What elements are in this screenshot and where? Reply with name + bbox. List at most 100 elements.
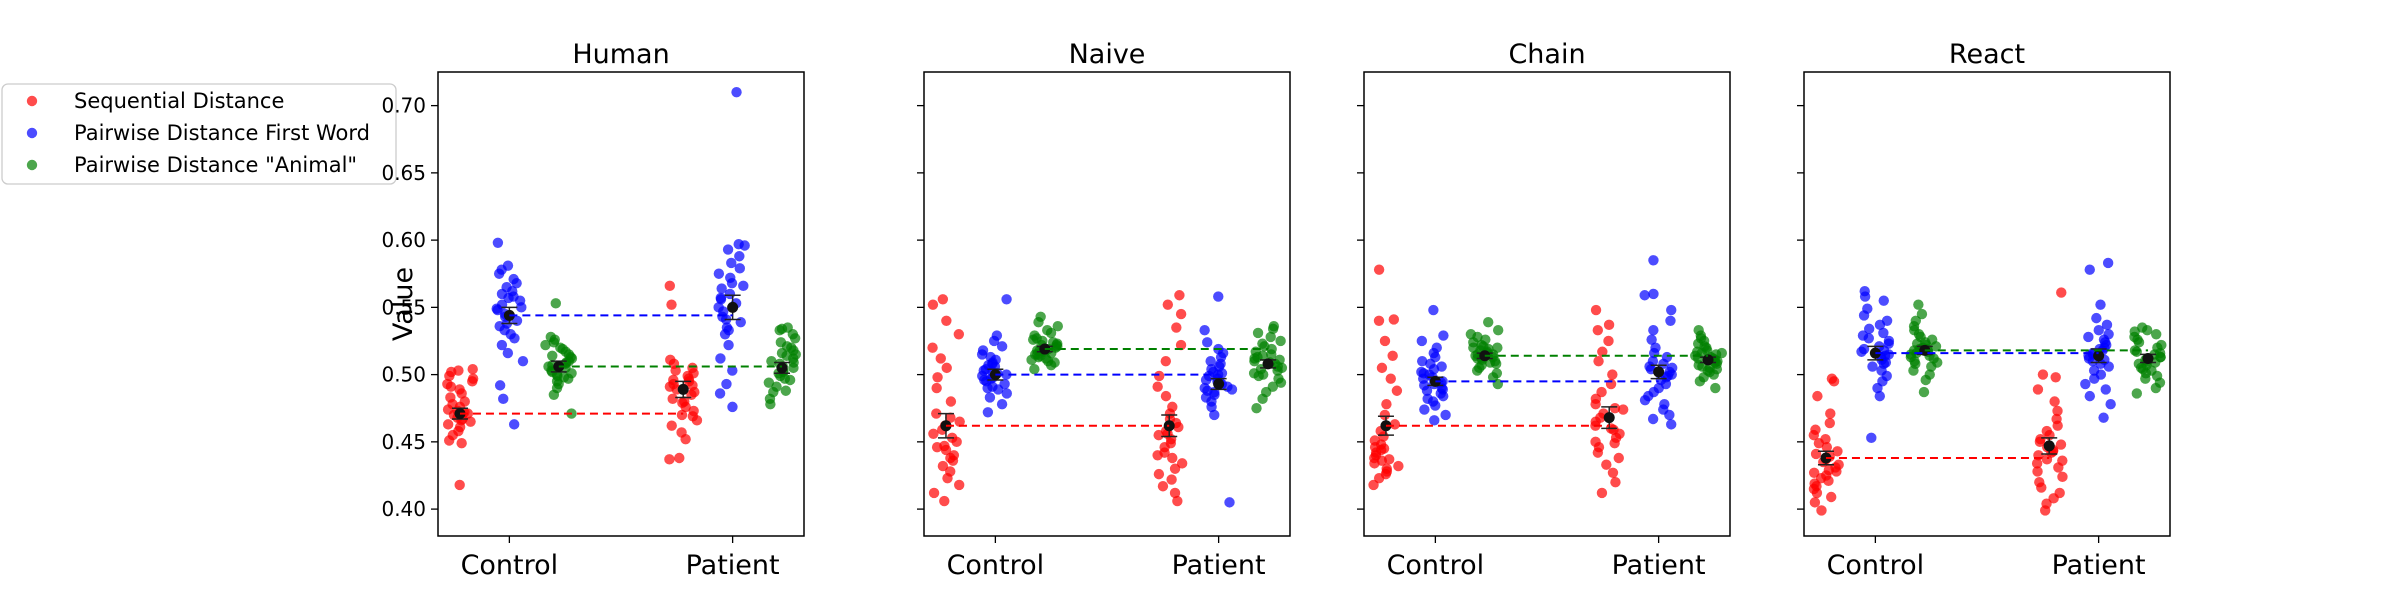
data-point — [1257, 338, 1268, 349]
data-point — [1609, 403, 1621, 414]
data-point — [1926, 334, 1938, 345]
data-point — [1665, 315, 1676, 327]
data-point — [442, 419, 454, 430]
data-point — [1596, 386, 1607, 398]
data-point — [1174, 290, 1185, 301]
data-point — [1175, 339, 1187, 351]
mean-marker — [2043, 440, 2055, 452]
data-point — [496, 339, 508, 351]
data-point — [1035, 311, 1046, 322]
data-point — [1812, 390, 1823, 402]
data-point — [1213, 291, 1224, 302]
x-tick-label: Patient — [1612, 550, 1706, 581]
data-point — [716, 283, 727, 294]
data-point — [766, 355, 777, 367]
point-group — [1152, 290, 1188, 507]
mean-marker — [1702, 354, 1714, 366]
data-point — [2137, 364, 2149, 375]
data-point — [508, 273, 519, 285]
data-point — [1176, 458, 1188, 469]
data-point — [1859, 286, 1870, 297]
data-point — [927, 299, 939, 310]
data-point — [501, 281, 512, 293]
data-point — [1491, 368, 1503, 379]
panels: Human 0.40 0.45 0.50 0.55 0.60 0.65 0.70 Control… — [381, 39, 2171, 581]
data-point — [1169, 463, 1181, 474]
point-group — [1808, 373, 1844, 516]
data-point — [1373, 315, 1385, 327]
legend: Sequential Distance Pairwise Distance Fir… — [1, 83, 397, 185]
x-tick-label: Control — [1827, 550, 1925, 581]
point-group — [763, 322, 801, 410]
data-point — [465, 416, 476, 427]
data-point — [1378, 443, 1390, 454]
data-point — [937, 294, 949, 305]
x-tick-label: Control — [461, 550, 559, 581]
data-point — [2131, 388, 2143, 399]
data-point — [1863, 323, 1875, 335]
data-point — [954, 416, 965, 427]
data-point — [1001, 294, 1012, 305]
data-point — [2091, 312, 2102, 324]
data-point — [1647, 413, 1659, 425]
data-point — [2101, 319, 2113, 331]
data-point — [664, 280, 676, 292]
panel-frame — [1363, 71, 1731, 537]
data-point — [1274, 354, 1285, 366]
data-point — [1369, 435, 1381, 446]
data-point — [1376, 362, 1388, 374]
data-point — [1157, 481, 1169, 492]
mean-marker — [677, 383, 689, 395]
panel-human: Human 0.40 0.45 0.50 0.55 0.60 0.65 0.70 Control… — [381, 39, 805, 581]
data-point — [953, 479, 965, 491]
data-point — [2137, 322, 2148, 333]
data-point — [1693, 325, 1704, 336]
data-point — [1440, 409, 1451, 421]
data-point — [775, 337, 787, 348]
data-point — [1905, 351, 1917, 363]
data-point — [1862, 303, 1873, 314]
data-point — [1029, 330, 1040, 341]
data-point — [2041, 425, 2052, 437]
data-point — [1647, 355, 1659, 367]
data-point — [1051, 339, 1062, 351]
data-point — [713, 302, 724, 313]
data-point — [996, 341, 1008, 352]
data-point — [714, 388, 726, 399]
mean-marker — [1262, 358, 1274, 370]
data-point — [1160, 390, 1172, 402]
panel-naive: Naive Control Patient — [917, 39, 1291, 581]
data-point — [780, 385, 792, 396]
data-point — [1257, 369, 1269, 380]
data-point — [492, 237, 504, 249]
data-point — [1596, 487, 1608, 499]
data-point — [687, 411, 699, 422]
data-point — [509, 333, 520, 344]
data-point — [1831, 466, 1842, 477]
x-tick-label: Control — [1387, 550, 1485, 581]
data-point — [1480, 334, 1491, 345]
data-point — [1883, 335, 1895, 347]
y-tick-label: 0.45 — [381, 430, 426, 454]
point-group — [976, 294, 1012, 418]
data-point — [1152, 381, 1163, 392]
data-point — [1858, 343, 1870, 355]
data-point — [1867, 361, 1878, 372]
data-point — [727, 401, 738, 413]
data-point — [1275, 335, 1286, 347]
data-point — [2032, 384, 2044, 395]
point-group — [1590, 304, 1629, 499]
data-point — [1597, 346, 1608, 357]
data-point — [1273, 373, 1284, 384]
mean-marker — [2142, 352, 2154, 364]
data-point — [545, 331, 557, 343]
x-tick-label: Control — [947, 550, 1045, 581]
data-point — [1216, 368, 1228, 379]
data-point — [1590, 304, 1602, 316]
data-point — [723, 339, 734, 351]
data-point — [1648, 288, 1659, 300]
data-point — [1666, 304, 1677, 316]
data-point — [1593, 355, 1604, 367]
data-point — [1206, 364, 1217, 375]
data-point — [937, 460, 949, 472]
